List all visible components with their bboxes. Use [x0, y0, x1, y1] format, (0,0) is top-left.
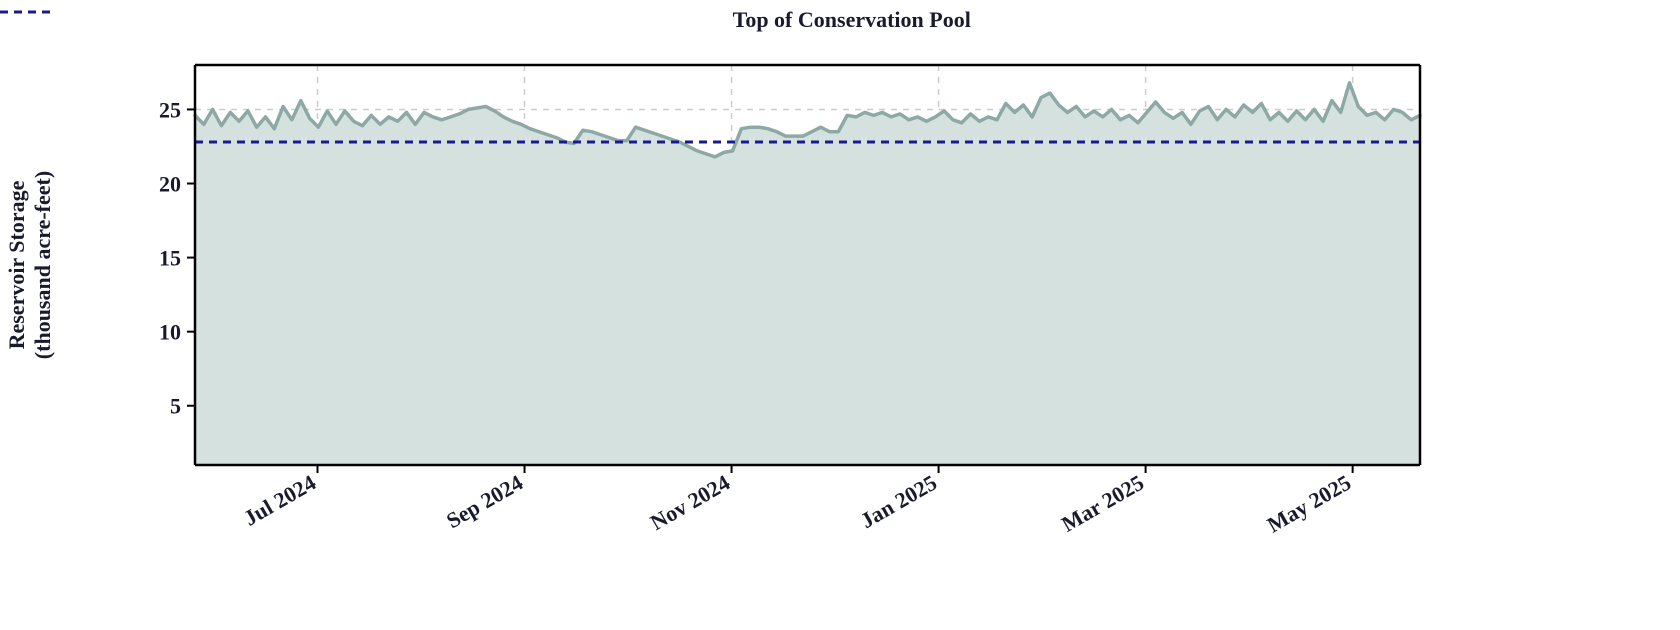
svg-text:20: 20 — [159, 172, 181, 197]
svg-text:25: 25 — [159, 97, 181, 122]
svg-text:10: 10 — [159, 320, 181, 345]
chart-container: Top of Conservation Pool Reservoir Stora… — [0, 0, 1680, 630]
svg-text:Jan 2025: Jan 2025 — [856, 470, 941, 534]
svg-text:May 2025: May 2025 — [1263, 470, 1355, 538]
svg-text:Mar 2025: Mar 2025 — [1057, 470, 1148, 537]
svg-text:Sep 2024: Sep 2024 — [442, 470, 527, 534]
svg-text:Nov 2024: Nov 2024 — [646, 470, 734, 535]
svg-text:Jul 2024: Jul 2024 — [239, 470, 320, 531]
svg-text:5: 5 — [170, 394, 181, 419]
chart-svg: 5 10 15 20 25 Jul 2024 Sep 2024 Nov 2024 Jan 202… — [0, 0, 1680, 630]
svg-text:15: 15 — [159, 246, 181, 271]
